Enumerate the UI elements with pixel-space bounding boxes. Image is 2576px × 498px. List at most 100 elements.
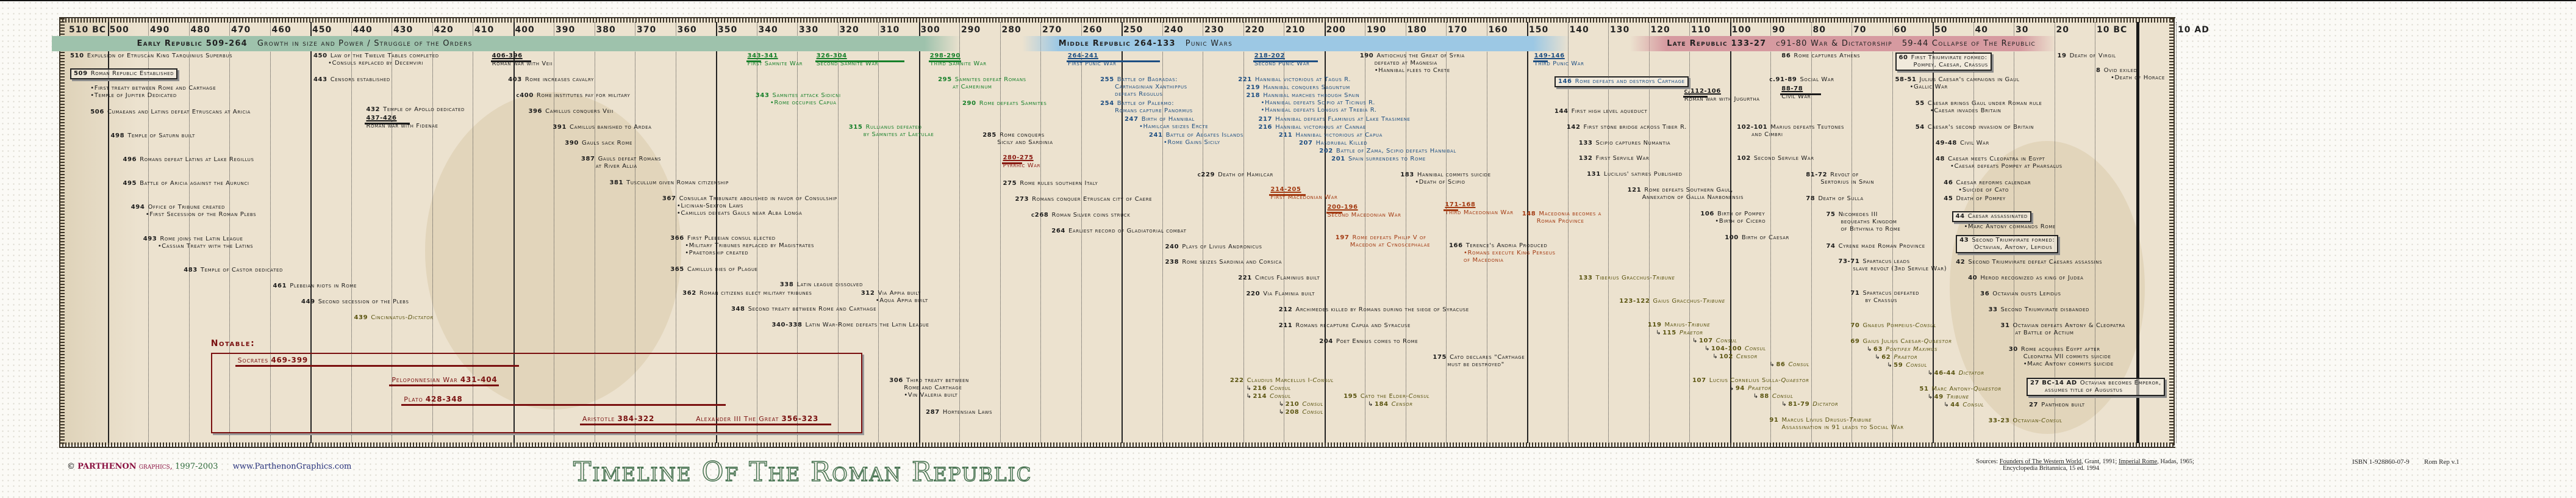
career-step: ↳ 210 Consul	[1279, 401, 1323, 408]
career-year: 107	[1698, 337, 1713, 344]
event-subtext: •Licinian-Sexton Laws	[676, 203, 743, 209]
career-name: Cato the Elder-	[1360, 393, 1409, 400]
event-text: Second Triumvirate formed:	[1972, 237, 2055, 244]
year-tick-label: 230	[1204, 25, 1225, 35]
gridline	[1770, 22, 1771, 443]
war-span: 298-290 Third Samnite War	[930, 52, 987, 68]
event-text: Gauls sack Rome	[581, 140, 632, 146]
arrow-icon: ↳	[1753, 393, 1759, 400]
event-subtext: at Camerinum	[953, 84, 992, 90]
timeline-event: 443 Censors established	[313, 76, 390, 84]
notable-item: Alexander III The Great 356-323	[696, 414, 818, 423]
career-office: Consul	[1962, 402, 1984, 408]
war-name: Roman war with Fidenae	[366, 123, 438, 129]
career-year: 46-44	[1934, 370, 1956, 377]
gridline	[1527, 22, 1528, 443]
notable-lifespan-bar	[693, 424, 828, 425]
career-office: Tribune	[1946, 394, 1969, 400]
timeline-event: 381 Tuscullum given Roman citizenship	[609, 179, 729, 187]
event-text: Scipio captures Numantia	[1595, 140, 1671, 146]
event-text: Rome defeats and destroys Carthage	[1575, 78, 1685, 85]
timeline-event: 362 Roman citizens elect military tribune…	[682, 290, 812, 297]
notable-years: 384-322	[617, 414, 655, 423]
event-text: Temple of Saturn built	[127, 132, 195, 139]
notable-name: Alexander III The Great	[696, 415, 782, 423]
event-year: 58-51	[1895, 76, 1917, 83]
war-span: 218-202 Second Punic War	[1254, 52, 1310, 68]
event-subtext: •Death of Horace	[2111, 74, 2165, 81]
event-text: Cincinnatus-	[371, 314, 408, 321]
timeline-event: 295 Samnites defeat Romans at Camerinum	[938, 76, 1026, 91]
career-step: ↳ 81-79 Dictator	[1781, 401, 1838, 408]
event-year: 197	[1335, 234, 1350, 241]
timeline-event: c.91-89 Social War	[1769, 76, 1834, 84]
event-year: c.91-89	[1769, 76, 1797, 83]
event-year: 387	[581, 156, 595, 162]
period-name: Early Republic 509-264	[137, 39, 248, 48]
timeline-event: 19 Death of Virgil	[2058, 52, 2116, 60]
career-year: 33-23	[1988, 417, 2010, 424]
period-band: Early Republic 509-264 Growth in size an…	[51, 36, 961, 51]
notable-name: Aristotle	[582, 415, 618, 423]
timeline-event: 211 Hannibal victorious at Capua	[1279, 132, 1383, 139]
event-text: Spartacus leads	[1862, 258, 1910, 265]
timeline-event: 106 Birth of Pompey •Birth of Cicero	[1700, 211, 1766, 225]
notable-lifespan-bar	[401, 404, 726, 406]
event-text: Circus Flaminius built	[1254, 275, 1320, 281]
gridline	[837, 22, 839, 443]
event-year: 495	[123, 180, 137, 187]
war-years: 88-78	[1781, 85, 1803, 92]
year-tick-label: 120	[1650, 25, 1670, 35]
career-step: 51 Marc Antony-Quaestor	[1919, 386, 2001, 393]
war-name: Third Punic War	[1534, 60, 1584, 67]
career-name: Marius-	[1664, 322, 1688, 328]
career-step: ↳ 88 Consul	[1753, 393, 1794, 400]
event-year: 493	[143, 236, 157, 242]
event-year: 202	[1319, 148, 1333, 154]
timeline-event: 54 Caesar's second invasion of Britain	[1916, 124, 2034, 131]
career-office: Pontifex Maximus	[1886, 346, 1938, 353]
event-year: 240	[1165, 244, 1179, 250]
event-text: Office of Tribune created	[148, 204, 225, 211]
website-link[interactable]: www.ParthenonGraphics.com	[232, 462, 352, 471]
gridline	[1730, 22, 1731, 443]
timeline-event: 212 Archimedes killed by Romans during th…	[1279, 306, 1469, 314]
war-duration-bar	[1780, 93, 1821, 95]
event-year: 175	[1433, 354, 1447, 361]
event-text: Marius defeats Teutones	[1770, 124, 1845, 131]
event-year: 45	[1944, 195, 1953, 202]
event-text: Archimedes killed by Romans during the s…	[1295, 306, 1469, 313]
event-year: 27	[2028, 402, 2039, 408]
career-year: 88	[1759, 393, 1769, 400]
event-subtext: •Rome occupies Capua	[770, 99, 837, 106]
event-text: Second Triumvirate disbanded	[2000, 306, 2090, 313]
event-year: 498	[110, 132, 125, 139]
event-year: 220	[1246, 290, 1261, 297]
event-year: 42	[1956, 259, 1966, 265]
career-step: ↳ 208 Consul	[1279, 409, 1323, 416]
notable-years: 356-323	[781, 414, 819, 423]
event-year: 343	[755, 92, 770, 99]
event-text: •First treaty between Rome and Carthage	[90, 85, 216, 92]
event-text: Latin War-Rome defeats the Latin League	[805, 322, 929, 328]
event-subtext: •Marc Antony commits suicide	[2023, 361, 2114, 367]
event-text: Lucilius' satires Published	[1603, 171, 1683, 178]
gridline	[351, 22, 352, 443]
event-year: 461	[273, 283, 287, 289]
period-band: Middle Republic 264-133 Punic Wars	[1021, 36, 1570, 51]
event-text: Hannibal victorious at Tagus R.	[1254, 76, 1351, 83]
event-text: Ovid exiled	[2103, 67, 2138, 74]
war-years: 214-205	[1270, 186, 1301, 193]
timeline-event: 483 Temple of Castor dedicated	[184, 267, 283, 274]
event-year: 287	[926, 409, 940, 416]
event-subtext: •Camillus defeats Gauls near Alba Longa	[676, 210, 803, 217]
timeline-event: 390 Gauls sack Rome	[565, 140, 632, 147]
event-text: Battle of Bagradas:	[1117, 76, 1178, 83]
timeline-event: 238 Rome seizes Sardinia and Corsica	[1165, 259, 1283, 266]
notable-item: Peloponnesian War 431-404	[392, 375, 497, 384]
event-subtext: assumes title of Augustus	[2045, 387, 2123, 394]
event-text: Camillus banished to Ardea	[570, 124, 652, 131]
timeline-event: 175 Cato declares "Carthage must be destro…	[1433, 354, 1525, 369]
gridline	[1040, 22, 1041, 443]
career-office: Quaestor	[1923, 338, 1952, 345]
